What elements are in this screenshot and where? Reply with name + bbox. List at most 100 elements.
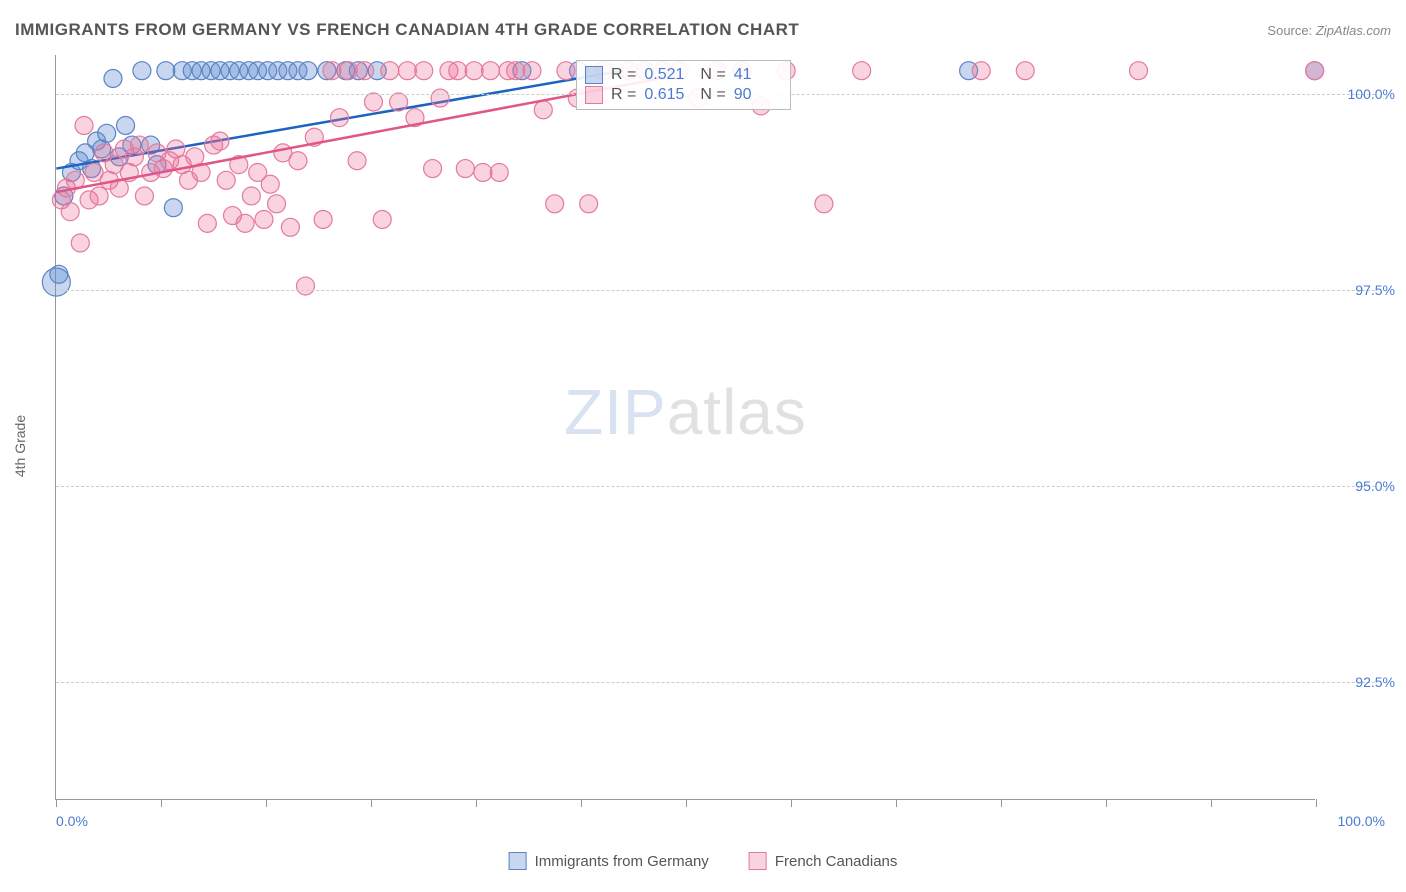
scatter-point-french: [381, 62, 399, 80]
scatter-point-french: [490, 163, 508, 181]
scatter-point-french: [972, 62, 990, 80]
scatter-point-germany: [157, 62, 175, 80]
scatter-point-french: [481, 62, 499, 80]
scatter-point-french: [534, 101, 552, 119]
scatter-point-french: [456, 160, 474, 178]
stats-row-germany: R = 0.521 N = 41: [585, 65, 782, 85]
stats-r-label: R =: [611, 86, 636, 104]
x-tick-mark: [1316, 799, 1317, 807]
scatter-point-french: [373, 210, 391, 228]
scatter-point-french: [398, 62, 416, 80]
legend-label: Immigrants from Germany: [535, 853, 709, 870]
scatter-point-french: [390, 93, 408, 111]
x-tick-mark: [686, 799, 687, 807]
scatter-point-french: [339, 62, 357, 80]
scatter-point-germany: [117, 116, 135, 134]
correlation-stats-box: R = 0.521 N = 41 R = 0.615 N = 90: [576, 60, 791, 110]
x-tick-mark: [371, 799, 372, 807]
source-value: ZipAtlas.com: [1316, 23, 1391, 38]
gridline-horizontal: [56, 486, 1375, 487]
x-tick-mark: [1211, 799, 1212, 807]
x-tick-mark: [266, 799, 267, 807]
x-tick-mark: [1001, 799, 1002, 807]
scatter-point-french: [415, 62, 433, 80]
scatter-point-french: [546, 195, 564, 213]
scatter-point-french: [364, 93, 382, 111]
scatter-svg: [56, 55, 1315, 799]
scatter-point-french: [61, 203, 79, 221]
regression-line-french: [56, 78, 660, 192]
scatter-point-french: [297, 277, 315, 295]
chart-header: IMMIGRANTS FROM GERMANY VS FRENCH CANADI…: [15, 20, 1391, 40]
scatter-point-french: [356, 62, 374, 80]
scatter-point-germany: [98, 124, 116, 142]
scatter-point-french: [507, 62, 525, 80]
scatter-point-french: [348, 152, 366, 170]
scatter-point-french: [330, 109, 348, 127]
scatter-point-french: [90, 187, 108, 205]
stats-n-label: N =: [700, 86, 725, 104]
scatter-point-french: [1016, 62, 1034, 80]
scatter-point-french: [815, 195, 833, 213]
scatter-point-french: [242, 187, 260, 205]
y-tick-label: 97.5%: [1355, 282, 1395, 298]
legend-label: French Canadians: [775, 853, 898, 870]
gridline-horizontal: [56, 290, 1375, 291]
scatter-point-french: [281, 218, 299, 236]
chart-plot-area: ZIPatlas R =0.521N =41R =0.615N =90 92.5…: [55, 55, 1315, 800]
legend-swatch-icon: [509, 852, 527, 870]
scatter-point-french: [424, 160, 442, 178]
source-label: Source:: [1267, 23, 1312, 38]
x-tick-mark: [791, 799, 792, 807]
scatter-point-french: [449, 62, 467, 80]
scatter-point-germany: [104, 70, 122, 88]
scatter-point-french: [1130, 62, 1148, 80]
chart-title: IMMIGRANTS FROM GERMANY VS FRENCH CANADI…: [15, 20, 799, 40]
x-tick-mark: [581, 799, 582, 807]
x-tick-mark: [896, 799, 897, 807]
scatter-point-french: [217, 171, 235, 189]
x-tick-mark: [56, 799, 57, 807]
scatter-point-germany: [50, 265, 68, 283]
scatter-point-french: [323, 62, 341, 80]
x-tick-mark: [476, 799, 477, 807]
scatter-point-french: [211, 132, 229, 150]
scatter-point-french: [289, 152, 307, 170]
scatter-point-french: [198, 214, 216, 232]
y-tick-label: 100.0%: [1348, 86, 1395, 102]
scatter-point-french: [431, 89, 449, 107]
x-tick-min-label: 0.0%: [56, 813, 88, 829]
legend: Immigrants from Germany French Canadians: [509, 852, 898, 870]
scatter-point-french: [557, 62, 575, 80]
scatter-point-french: [268, 195, 286, 213]
legend-item-french: French Canadians: [749, 852, 898, 870]
scatter-point-french: [523, 62, 541, 80]
scatter-point-french: [261, 175, 279, 193]
stats-n-value: 90: [734, 86, 782, 104]
scatter-point-french: [474, 163, 492, 181]
gridline-horizontal: [56, 682, 1375, 683]
legend-item-germany: Immigrants from Germany: [509, 852, 709, 870]
legend-swatch-icon: [749, 852, 767, 870]
scatter-point-french: [135, 187, 153, 205]
y-axis-label: 4th Grade: [12, 415, 28, 477]
stats-r-value: 0.615: [644, 86, 692, 104]
stats-r-label: R =: [611, 66, 636, 84]
scatter-point-french: [465, 62, 483, 80]
x-tick-max-label: 100.0%: [1338, 813, 1385, 829]
scatter-point-french: [255, 210, 273, 228]
stats-row-french: R = 0.615 N = 90: [585, 85, 782, 105]
x-tick-mark: [161, 799, 162, 807]
stats-n-value: 41: [734, 66, 782, 84]
y-tick-label: 92.5%: [1355, 674, 1395, 690]
scatter-point-germany: [299, 62, 317, 80]
scatter-point-french: [75, 116, 93, 134]
stats-swatch-icon: [585, 66, 603, 84]
scatter-point-french: [580, 195, 598, 213]
stats-n-label: N =: [700, 66, 725, 84]
stats-r-value: 0.521: [644, 66, 692, 84]
scatter-point-french: [853, 62, 871, 80]
scatter-point-french: [1306, 62, 1324, 80]
y-tick-label: 95.0%: [1355, 478, 1395, 494]
x-tick-mark: [1106, 799, 1107, 807]
